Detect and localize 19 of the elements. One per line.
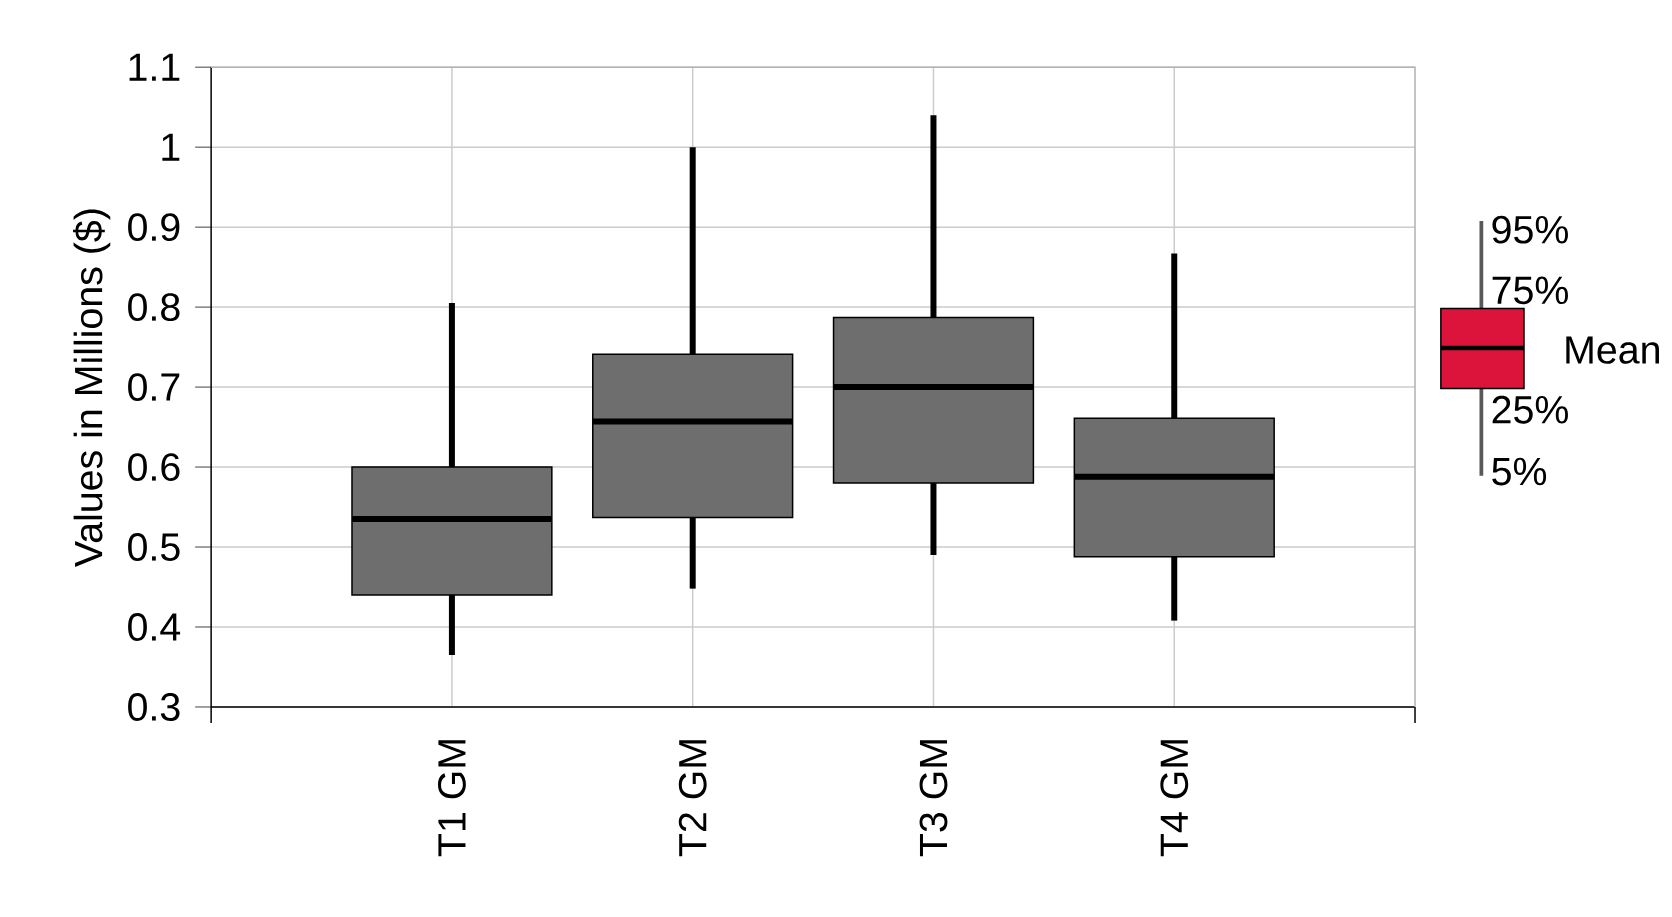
y-tick-label: 1 <box>162 133 180 161</box>
y-tick-label: 0.7 <box>128 373 180 402</box>
y-tick-label: 0.5 <box>128 533 180 561</box>
y-tick-label: 1.1 <box>129 53 180 81</box>
y-tick-label: 0.8 <box>128 293 180 322</box>
text: 75% <box>1492 276 1568 305</box>
x-tick-label: T1 GM <box>438 740 466 857</box>
x-tick-label: T2 GM <box>678 740 707 857</box>
y-tick-label: 0.6 <box>128 453 180 481</box>
y-axis-title: Values in Millions ($) <box>73 209 111 567</box>
y-tick-label: 0.3 <box>128 693 180 721</box>
y-tick-label: 0.9 <box>128 213 180 242</box>
x-tick-label: T3 GM <box>919 740 948 857</box>
text: 5% <box>1492 457 1547 486</box>
text: 95% <box>1492 215 1568 244</box>
x-tick-label: T4 GM <box>1160 740 1189 857</box>
y-tick-label: 0.4 <box>128 613 181 641</box>
text: 25% <box>1492 395 1568 424</box>
text: Mean <box>1566 336 1659 364</box>
